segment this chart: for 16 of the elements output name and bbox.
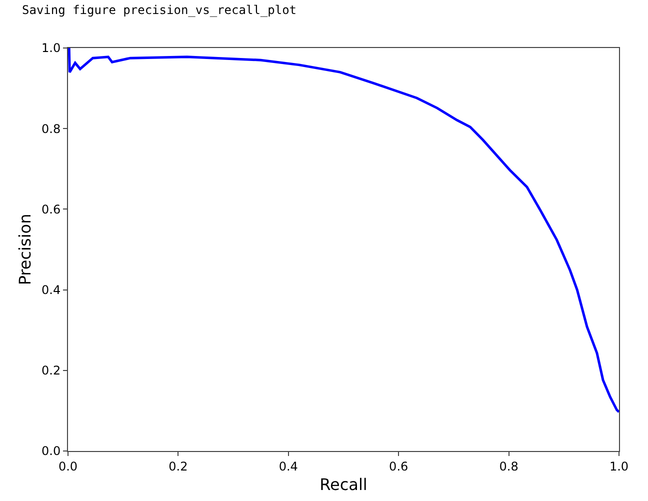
y-tick-label: 0.0 xyxy=(42,444,61,458)
x-tick-label: 0.8 xyxy=(499,459,518,474)
y-tick-label: 0.8 xyxy=(42,122,61,136)
y-tick-label: 0.4 xyxy=(42,283,61,297)
text: Saving figure precision_vs_recall_plot xyxy=(22,3,297,17)
y-tick-label: 0.2 xyxy=(42,364,61,378)
x-tick-label: 1.0 xyxy=(609,459,629,474)
x-axis-title: Recall xyxy=(320,475,368,494)
line-series xyxy=(68,48,619,414)
x-tick-label: 0.2 xyxy=(168,459,188,474)
y-tick-label: 0.6 xyxy=(42,202,61,216)
x-tick-label: 0.0 xyxy=(58,459,78,474)
y-tick-label: 1.0 xyxy=(42,41,61,56)
x-tick-label: 0.4 xyxy=(278,459,298,474)
x-tick-label: 0.6 xyxy=(389,459,408,474)
y-axis-title: Precision xyxy=(15,214,34,286)
